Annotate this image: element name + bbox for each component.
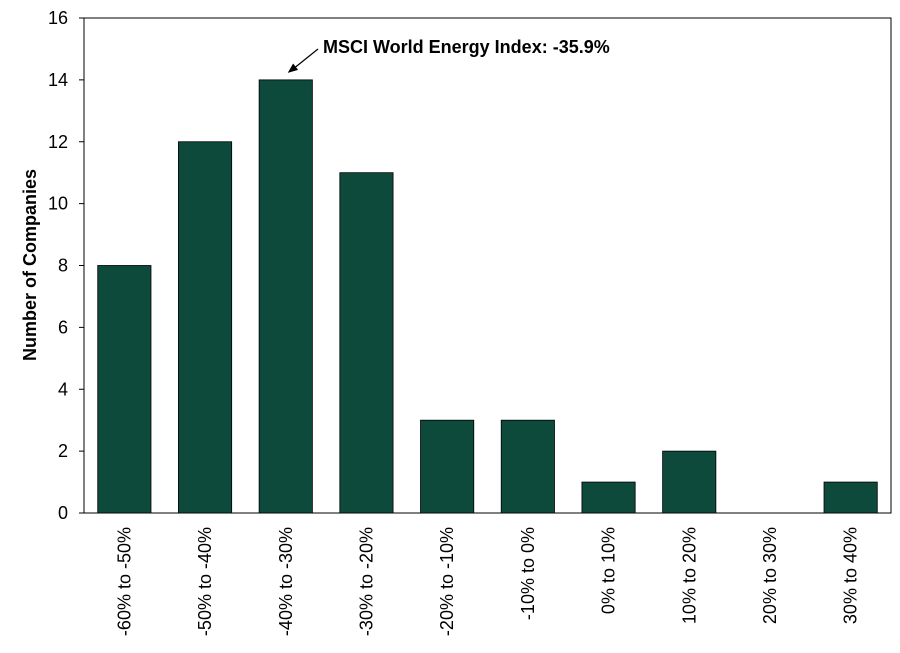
x-tick-label: -20% to -10% bbox=[437, 527, 457, 636]
y-tick-label: 4 bbox=[58, 379, 68, 399]
bar bbox=[500, 419, 555, 514]
bar bbox=[178, 141, 233, 514]
x-tick-label: 10% to 20% bbox=[679, 527, 699, 624]
bar bbox=[420, 419, 475, 514]
x-tick-label: 20% to 30% bbox=[760, 527, 780, 624]
y-tick-label: 12 bbox=[48, 132, 68, 152]
bar-series bbox=[97, 79, 878, 514]
y-axis: 0 2 4 6 8 10 12 14 16 bbox=[48, 8, 84, 523]
x-tick-label: -10% to 0% bbox=[518, 527, 538, 620]
x-axis: -60% to -50% -50% to -40% -40% to -30% -30%… bbox=[114, 527, 860, 636]
y-tick-label: 2 bbox=[58, 441, 68, 461]
y-tick-label: 0 bbox=[58, 503, 68, 523]
y-tick-label: 16 bbox=[48, 8, 68, 28]
y-tick-label: 8 bbox=[58, 256, 68, 276]
y-tick-label: 10 bbox=[48, 194, 68, 214]
x-tick-label: -40% to -30% bbox=[276, 527, 296, 636]
bar bbox=[581, 481, 636, 514]
x-tick-label: 30% to 40% bbox=[841, 527, 861, 624]
annotation-arrowhead bbox=[287, 63, 299, 73]
bar bbox=[97, 265, 152, 514]
x-tick-label: -50% to -40% bbox=[195, 527, 215, 636]
x-tick-label: -30% to -20% bbox=[356, 527, 376, 636]
bar bbox=[823, 481, 878, 514]
bar bbox=[339, 172, 394, 514]
annotation-text: MSCI World Energy Index: -35.9% bbox=[323, 37, 610, 57]
annotation: MSCI World Energy Index: -35.9% bbox=[287, 37, 610, 73]
y-axis-title: Number of Companies bbox=[20, 169, 40, 361]
bar bbox=[662, 450, 717, 514]
x-tick-label: 0% to 10% bbox=[599, 527, 619, 614]
y-tick-label: 14 bbox=[48, 70, 68, 90]
y-tick-label: 6 bbox=[58, 317, 68, 337]
x-tick-label: -60% to -50% bbox=[114, 527, 134, 636]
bar bbox=[258, 79, 313, 514]
